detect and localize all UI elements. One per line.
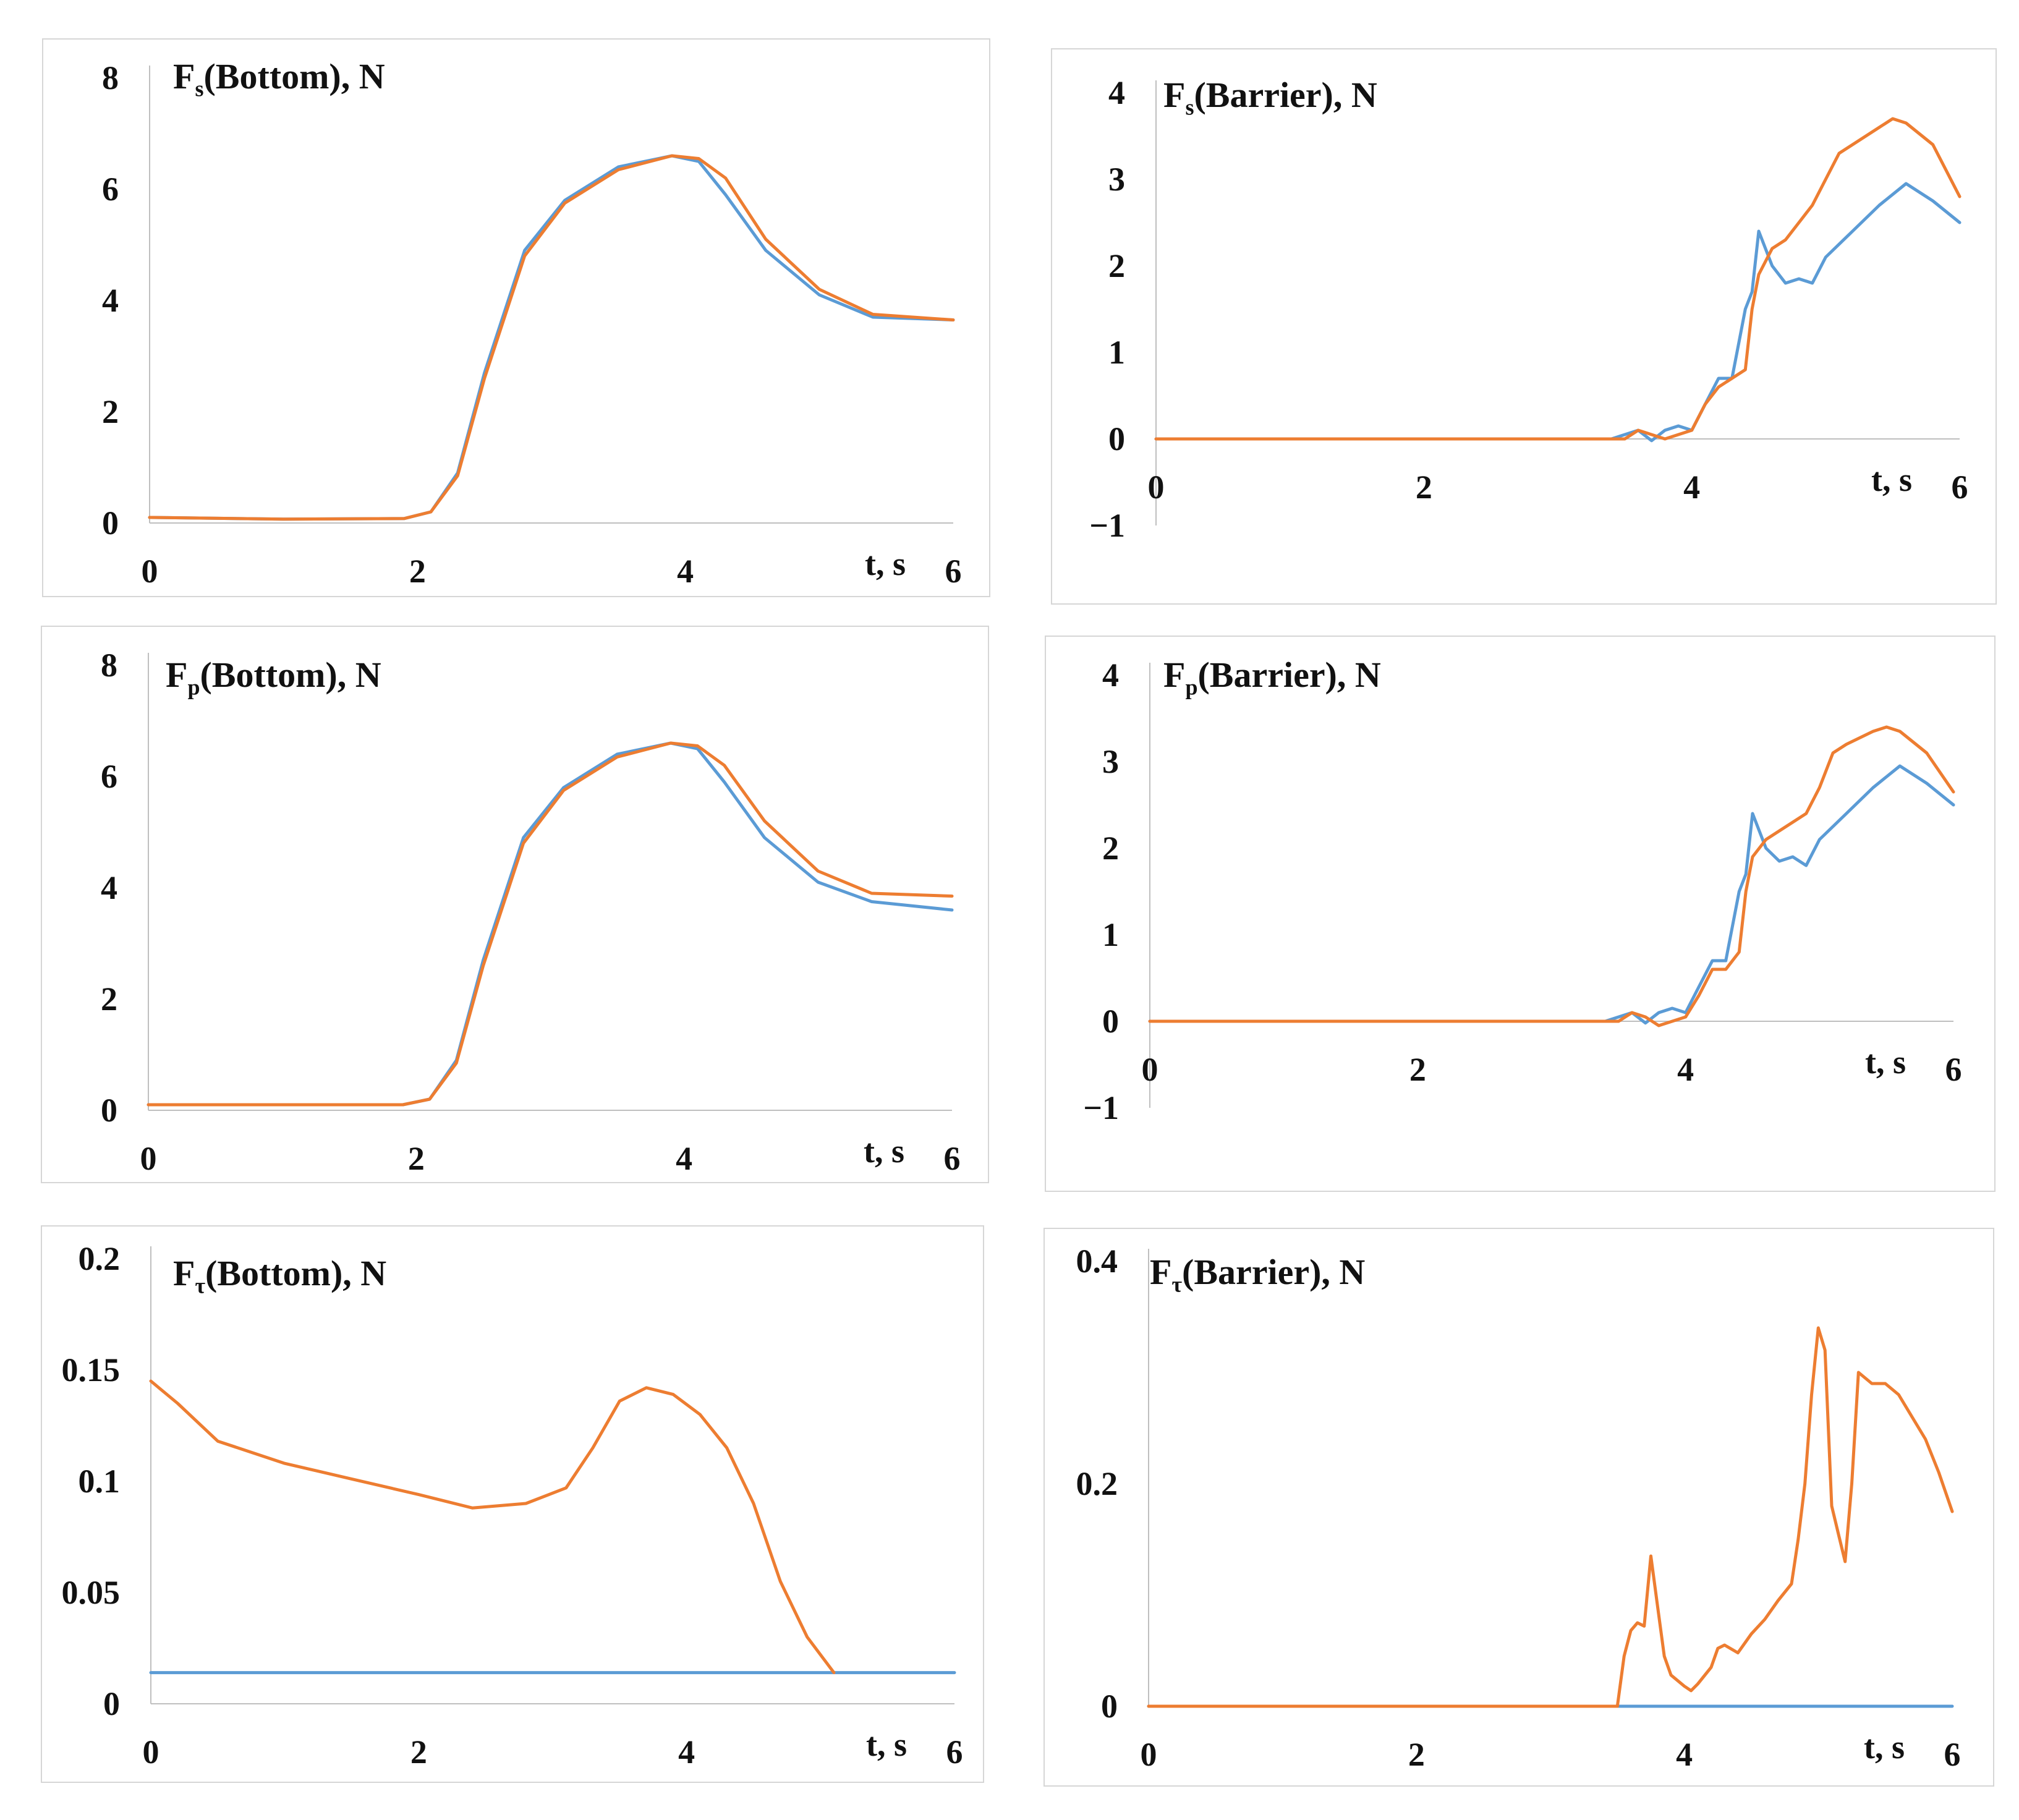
x-tick-label: 6 — [945, 553, 962, 590]
x-tick-label: 6 — [944, 1140, 961, 1177]
series-line-orange — [147, 741, 954, 1107]
x-tick-label: 4 — [1676, 1736, 1693, 1773]
series-line-blue — [147, 741, 954, 1107]
chart-fp-barrier: Fp(Barrier), N 4 3 2 1 0 −1 0 2 4 6 t, s — [1045, 636, 1996, 1192]
y-tick-label: 4 — [101, 869, 117, 906]
x-tick-label: 0 — [140, 1140, 157, 1177]
x-tick-label: 0 — [143, 1733, 159, 1771]
chart-svg: 0.2 0.15 0.1 0.05 00 2 4 6 t, s — [62, 1240, 963, 1771]
x-axis-title: t, s — [1871, 461, 1912, 498]
series-line-orange — [1147, 1326, 1954, 1708]
y-tick-label: 6 — [101, 758, 117, 795]
series-line-orange — [149, 1379, 836, 1675]
x-tick-label: 4 — [676, 1140, 692, 1177]
y-tick-label: 2 — [1102, 830, 1119, 867]
chart-svg: 8 6 4 2 00 2 4 6 t, s — [101, 647, 961, 1177]
chart-svg: 4 3 2 1 0 −1 0 2 4 6 t, s — [1089, 74, 1968, 544]
y-tick-label: 8 — [101, 647, 117, 684]
x-tick-label: 6 — [1944, 1736, 1961, 1773]
series-line-blue — [1148, 764, 1955, 1025]
x-tick-label: 2 — [410, 1733, 427, 1771]
chart-title: Fs(Barrier), N — [1163, 75, 1377, 120]
x-tick-label: 4 — [1683, 469, 1700, 506]
chart-title: Fτ(Bottom), N — [173, 1253, 387, 1298]
x-axis-title: t, s — [864, 1133, 904, 1170]
x-tick-label: 6 — [1945, 1051, 1962, 1088]
y-tick-label: 6 — [102, 171, 119, 208]
series-line-blue — [148, 154, 955, 521]
y-tick-label: −1 — [1089, 507, 1125, 544]
x-tick-label: 6 — [1952, 469, 1968, 506]
chart-ft-bottom: Fτ(Bottom), N 0.2 0.15 0.1 0.05 0 0 2 4 6 t, s — [41, 1225, 984, 1783]
x-tick-label: 2 — [1409, 1051, 1426, 1088]
x-tick-label: 2 — [408, 1140, 425, 1177]
x-tick-label: 0 — [1148, 469, 1165, 506]
y-tick-label: 1 — [1102, 916, 1119, 953]
y-tick-label: 4 — [1108, 74, 1125, 111]
series-line-orange — [1154, 117, 1962, 441]
chart-svg: 0.4 0.2 00 2 4 6 t, s — [1076, 1243, 1961, 1773]
y-tick-label: 1 — [1108, 334, 1125, 371]
y-tick-label: 4 — [102, 282, 119, 319]
chart-title: Fp(Bottom), N — [166, 655, 381, 700]
x-tick-label: 4 — [678, 1733, 695, 1771]
x-tick-label: 0 — [1142, 1051, 1158, 1088]
y-tick-label: 0.4 — [1076, 1243, 1118, 1280]
x-axis-title: t, s — [865, 545, 906, 582]
y-tick-label: 2 — [102, 393, 119, 430]
x-tick-label: 2 — [1416, 469, 1432, 506]
chart-fs-bottom: Fs(Bottom), N 8 6 4 2 0 0 2 4 6 t, s — [42, 38, 990, 597]
chart-fp-bottom: Fp(Bottom), N 8 6 4 2 0 0 2 4 6 t, s — [41, 626, 989, 1183]
y-tick-label: 0 — [101, 1092, 117, 1129]
y-tick-label: 0 — [1108, 420, 1125, 457]
chart-ft-barrier: Fτ(Barrier), N 0.4 0.2 0 0 2 4 6 t, s — [1044, 1228, 1994, 1787]
chart-fs-barrier: Fs(Barrier), N 4 3 2 1 0 −1 0 2 4 6 t, s — [1051, 48, 1997, 605]
x-axis-title: t, s — [1865, 1044, 1906, 1081]
y-tick-label: 3 — [1108, 161, 1125, 198]
series-line-orange — [1148, 725, 1955, 1027]
y-tick-label: 0.05 — [62, 1574, 121, 1611]
y-tick-label: 8 — [102, 59, 119, 96]
y-tick-label: 3 — [1102, 743, 1119, 780]
x-tick-label: 2 — [1408, 1736, 1425, 1773]
y-tick-label: 0.1 — [79, 1463, 121, 1500]
y-tick-label: 2 — [1108, 247, 1125, 284]
chart-title: Fs(Bottom), N — [173, 56, 385, 101]
x-axis-title: t, s — [866, 1726, 907, 1763]
y-tick-label: 0.2 — [1076, 1465, 1118, 1502]
x-tick-label: 2 — [409, 553, 426, 590]
y-tick-label: 0.15 — [62, 1351, 121, 1388]
chart-title: Fp(Barrier), N — [1163, 655, 1381, 700]
y-tick-label: 0 — [1102, 1003, 1119, 1040]
series-line-orange — [148, 154, 955, 521]
y-tick-label: 0 — [102, 504, 119, 542]
chart-title: Fτ(Barrier), N — [1150, 1252, 1366, 1297]
x-tick-label: 4 — [1677, 1051, 1694, 1088]
chart-svg: 8 6 4 2 00 2 4 6 t, s — [102, 59, 962, 590]
y-tick-label: 4 — [1102, 657, 1119, 694]
chart-svg: 4 3 2 1 0 −1 0 2 4 6 t, s — [1083, 657, 1962, 1126]
y-tick-label: 0.2 — [79, 1240, 121, 1277]
x-axis-title: t, s — [1864, 1729, 1905, 1766]
y-tick-label: 0 — [1101, 1688, 1118, 1725]
x-tick-label: 0 — [1141, 1736, 1157, 1773]
x-tick-label: 6 — [946, 1733, 963, 1771]
y-tick-label: 2 — [101, 980, 117, 1018]
x-tick-label: 0 — [142, 553, 158, 590]
x-tick-label: 4 — [677, 553, 694, 590]
series-line-blue — [1154, 182, 1962, 443]
y-tick-label: 0 — [103, 1685, 120, 1722]
y-tick-label: −1 — [1083, 1089, 1119, 1126]
